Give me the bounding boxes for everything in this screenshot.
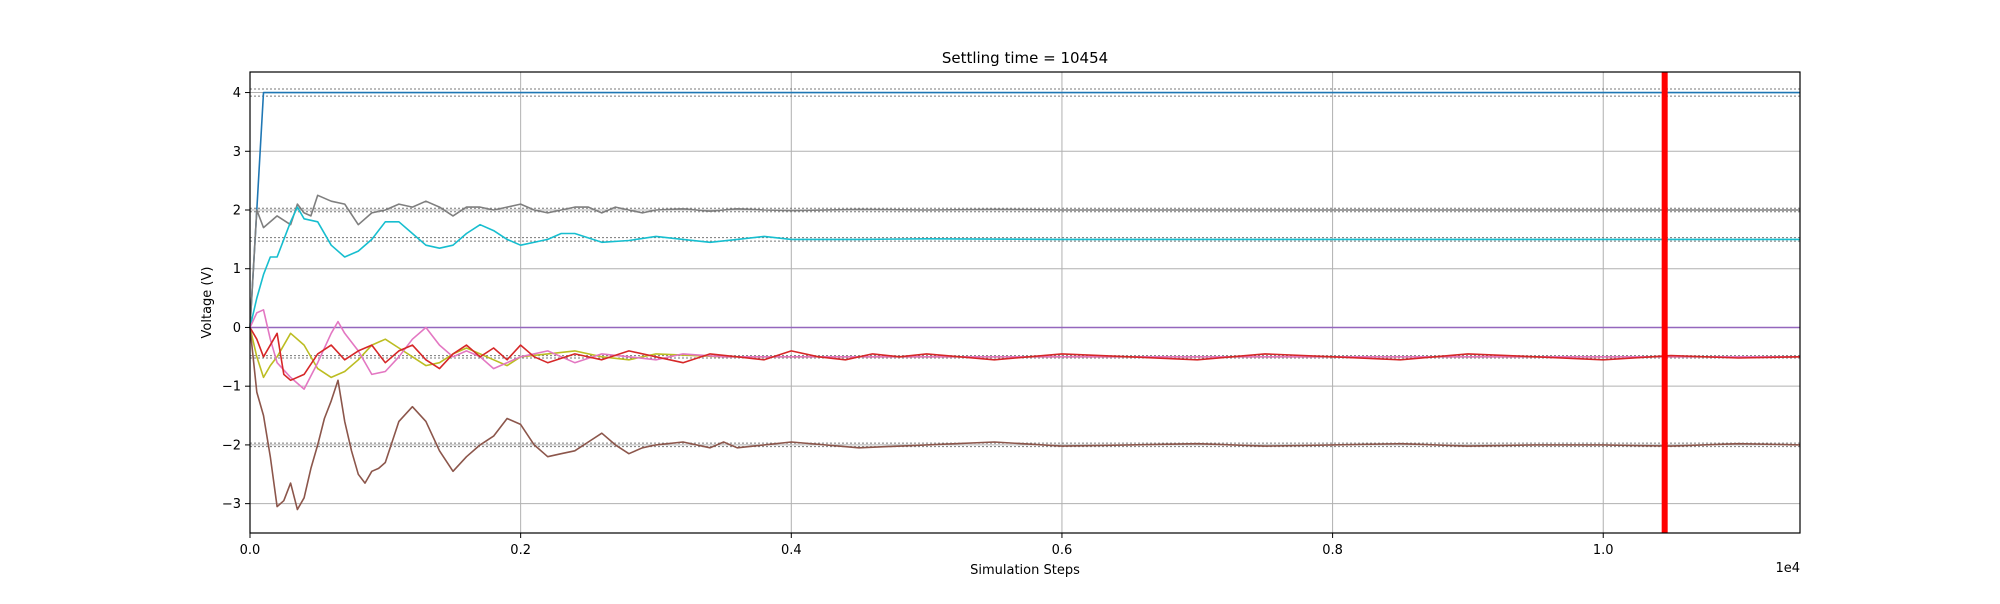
series-layer (249, 91, 1801, 511)
plot-frame (249, 71, 1801, 534)
series-line-2 (249, 194, 1800, 328)
series-line-8 (249, 327, 1801, 511)
y-tick-label: −2 (222, 438, 241, 453)
x-tick-label: 1.0 (1593, 543, 1614, 558)
tick-layer: 0.0 0.2 0.4 0.6 0.8 1.0 −3 −2 −1 0 1 2 3 4 (222, 86, 1614, 558)
y-tick-label: 2 (233, 204, 241, 219)
y-axis-label: Voltage (V) (200, 267, 215, 339)
series-line-3 (249, 206, 1800, 328)
series-line-5 (249, 327, 1800, 379)
y-tick-label: 3 (233, 145, 241, 160)
x-tick-label: 0.6 (1052, 543, 1073, 558)
series-line-1 (249, 91, 1800, 328)
chart-title: Settling time = 10454 (942, 49, 1108, 67)
series-line-7 (249, 327, 1801, 382)
x-axis-label: Simulation Steps (970, 563, 1080, 578)
series-line-6 (249, 308, 1800, 390)
y-tick-label: 0 (233, 321, 241, 336)
y-tick-label: 4 (233, 86, 241, 101)
y-tick-label: −3 (222, 497, 241, 512)
x-offset-label: 1e4 (1775, 561, 1800, 576)
x-tick-label: 0.2 (510, 543, 531, 558)
y-tick-label: 1 (233, 262, 241, 277)
tolerance-bands (250, 88, 1800, 448)
x-tick-label: 0.0 (240, 543, 261, 558)
grid-layer (250, 72, 1800, 533)
x-tick-label: 0.8 (1322, 543, 1343, 558)
x-tick-label: 0.4 (781, 543, 802, 558)
y-tick-label: −1 (222, 380, 241, 395)
